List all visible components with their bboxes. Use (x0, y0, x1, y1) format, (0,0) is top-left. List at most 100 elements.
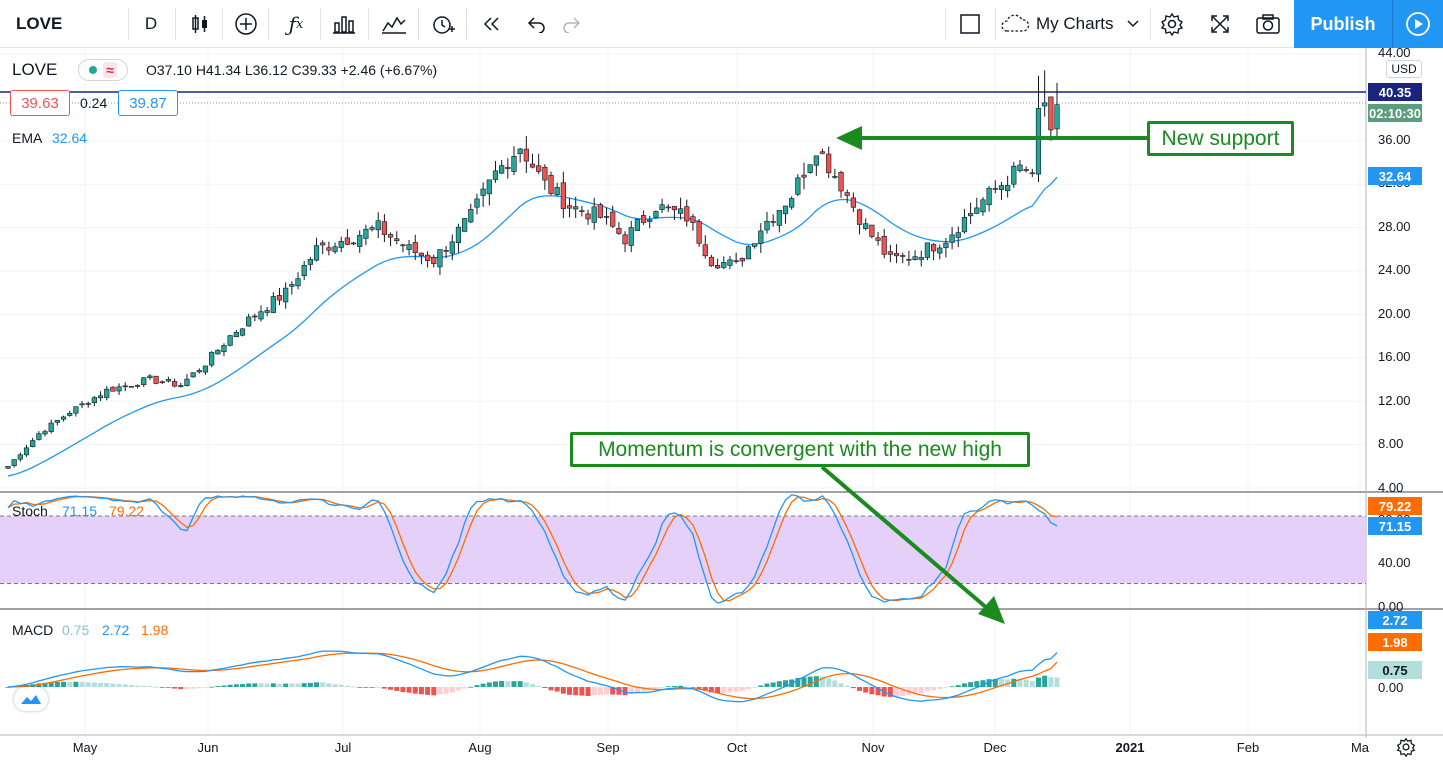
macd-histogram-bar (641, 687, 647, 692)
ema-line (7, 176, 1058, 477)
support-annotation[interactable]: New support (1147, 121, 1294, 156)
redo-icon[interactable] (552, 0, 592, 48)
candle-body (715, 265, 721, 269)
candle-body (91, 397, 97, 403)
publish-button[interactable]: Publish (1294, 0, 1392, 48)
candle-body (215, 349, 221, 355)
momentum-annotation[interactable]: Momentum is convergent with the new high (570, 432, 1030, 467)
undo-icon[interactable] (516, 0, 556, 48)
macd-histogram-bar (567, 687, 573, 695)
macd-histogram-bar (992, 678, 998, 687)
legend-status-pill[interactable]: ≈ (78, 59, 128, 81)
legend-macd-label: MACD (12, 622, 54, 638)
interval-button[interactable]: D (144, 14, 158, 33)
candle-body (523, 148, 529, 162)
macd-histogram-bar (406, 687, 412, 693)
bar-compare-icon[interactable] (324, 0, 364, 48)
macd-histogram-bar (912, 687, 918, 695)
macd-histogram-bar (264, 683, 270, 687)
candle-body (733, 260, 739, 262)
candle-body (548, 175, 554, 194)
candle-body (73, 406, 79, 414)
macd-histogram-bar (455, 687, 461, 691)
candle-body (449, 241, 455, 254)
candle-body (67, 413, 73, 416)
macd-histogram-bar (67, 681, 73, 687)
my-charts-button[interactable]: My Charts (1000, 0, 1148, 48)
candle-body (492, 170, 499, 180)
candle-body (690, 216, 696, 223)
candle-body (893, 253, 900, 257)
candle-body (227, 335, 233, 346)
candle-body (134, 385, 141, 387)
candle-body (603, 216, 610, 218)
candle-body (79, 403, 85, 406)
macd-histogram-bar (85, 682, 91, 687)
currency-badge[interactable]: USD (1386, 60, 1422, 78)
candle-body (591, 206, 597, 223)
camera-icon[interactable] (1248, 0, 1288, 48)
macd-histogram-bar (752, 687, 758, 688)
legend-ema-label: EMA (12, 130, 43, 146)
replay-icon[interactable] (472, 0, 512, 48)
candle-body (955, 232, 961, 238)
macd-histogram-bar (196, 687, 202, 689)
layout-icon[interactable] (950, 0, 990, 48)
buy-price-box[interactable]: 39.87 (118, 90, 178, 116)
symbol-search[interactable]: LOVE (16, 14, 63, 33)
fullscreen-icon[interactable] (1200, 0, 1240, 48)
legend-macd-signal: 1.98 (141, 622, 169, 638)
play-icon[interactable] (1392, 0, 1443, 48)
macd-histogram-bar (684, 686, 690, 688)
momentum-arrow-line (820, 465, 990, 611)
candle-body (739, 258, 745, 262)
macd-histogram-bar (351, 686, 357, 688)
candle-body (930, 244, 937, 252)
macd-histogram-bar (591, 687, 597, 696)
candle-body (462, 218, 468, 232)
candle-body (1035, 107, 1042, 175)
candle-body (11, 459, 17, 466)
template-icon[interactable] (374, 0, 414, 48)
macd-histogram-bar (165, 687, 171, 688)
macd-histogram-bar (1017, 678, 1023, 687)
settings-gear-icon[interactable] (1396, 737, 1416, 758)
candle-body (17, 454, 23, 460)
candle-body (838, 171, 844, 192)
candle-body (998, 185, 1005, 190)
macd-histogram-bar (122, 684, 128, 687)
macd-histogram-bar (918, 687, 924, 694)
candle-body (418, 252, 425, 256)
chart-canvas[interactable]: 44.0040.0036.0032.0028.0024.0020.0016.00… (0, 48, 1443, 764)
candle-body (659, 204, 665, 210)
macd-histogram-bar (900, 687, 906, 697)
macd-histogram-bar (5, 687, 11, 688)
macd-histogram-bar (702, 687, 708, 691)
tradingview-logo-icon[interactable] (14, 687, 48, 711)
stoch-tick-label: 40.00 (1378, 555, 1411, 570)
macd-histogram-bar (443, 687, 449, 694)
macd-histogram-bar (1029, 680, 1035, 687)
legend-stoch-k: 71.15 (62, 503, 98, 519)
candle-body (184, 378, 190, 386)
macd-histogram-bar (721, 687, 727, 694)
settings-icon[interactable] (1152, 0, 1192, 48)
candle-body (517, 148, 523, 155)
candle-body (1029, 172, 1035, 175)
legend-stoch-d: 79.22 (109, 503, 145, 519)
candle-body (153, 375, 159, 384)
macd-histogram-bar (758, 685, 764, 687)
countdown-label: 02:10:30 (1368, 104, 1422, 122)
alert-icon[interactable] (423, 0, 463, 48)
candle-body (986, 187, 992, 206)
candle-body (782, 205, 789, 215)
macd-histogram-bar (1048, 677, 1054, 687)
add-indicator-icon[interactable] (226, 0, 266, 48)
sell-price-box[interactable]: 39.63 (10, 90, 70, 116)
macd-histogram-bar (344, 685, 350, 687)
time-tick-label: Dec (983, 740, 1007, 755)
stoch-k-label: 71.15 (1368, 517, 1422, 535)
candles-icon[interactable] (180, 0, 220, 48)
macd-histogram-bar (776, 681, 782, 687)
